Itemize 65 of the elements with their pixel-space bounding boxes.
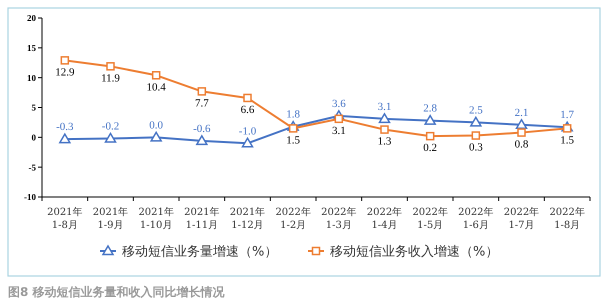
x-tick-label: 2022年 1-4月	[366, 206, 402, 231]
point	[243, 94, 252, 102]
point	[517, 128, 526, 137]
y-tick-label: 15	[27, 42, 36, 53]
x-tick-label: 2022年 1-3月	[321, 206, 357, 231]
point	[150, 132, 162, 142]
y-tick-label: -10	[24, 192, 36, 202]
x-tick-label: 2021年 1-9月	[92, 206, 128, 231]
data-label: 3.1	[332, 124, 346, 137]
y-tick-label: 20	[27, 13, 36, 24]
data-label: 3.1	[378, 100, 392, 113]
x-tick-label: 2022年 1-8月	[549, 206, 585, 231]
x-tick-label: 2021年 1-10月	[138, 206, 174, 231]
data-label: 2.8	[423, 102, 438, 115]
legend-label: 移动短信业务收入增速（%）	[330, 244, 498, 260]
data-label: 7.7	[194, 97, 210, 110]
point	[60, 56, 70, 65]
data-label: 1.3	[378, 136, 392, 148]
point	[152, 71, 160, 80]
data-label: -1.0	[238, 125, 257, 138]
data-label: 1.8	[286, 108, 301, 121]
point	[106, 62, 115, 71]
x-tick-label: 2022年 1-5月	[412, 206, 448, 231]
point	[516, 119, 528, 130]
y-tick-label: 5	[32, 102, 36, 113]
y-tick-label: 10	[27, 72, 36, 83]
data-label: 11.9	[101, 72, 120, 84]
legend-label: 移动短信业务量增速（%）	[122, 244, 278, 260]
data-label: 2.5	[468, 104, 484, 116]
x-tick-label: 2022年 1-6月	[458, 206, 494, 231]
point	[196, 135, 208, 146]
data-label: 1.7	[560, 109, 575, 122]
data-label: 0.2	[423, 142, 438, 154]
point	[242, 138, 254, 148]
data-label: 6.6	[240, 104, 255, 116]
data-label: 10.4	[146, 81, 166, 94]
data-label: 1.5	[560, 134, 575, 146]
data-label: 12.9	[55, 66, 75, 78]
data-label: 0.3	[468, 142, 484, 154]
x-tick-label: 2022年 1-2月	[275, 206, 311, 231]
point	[198, 87, 206, 96]
data-label: -0.6	[193, 122, 212, 135]
x-tick-label: 2022年 1-7月	[504, 206, 540, 231]
data-label: 0.8	[514, 138, 529, 151]
point	[59, 133, 71, 144]
data-label: -0.3	[56, 121, 74, 134]
y-tick-label: -5	[28, 162, 36, 172]
x-tick-label: 2021年 1-8月	[47, 206, 83, 231]
text: 图8 移动短信业务量和收入同比增长情况	[8, 285, 226, 299]
x-tick-label: 2021年 1-12月	[230, 206, 266, 231]
point	[334, 114, 344, 124]
point	[426, 132, 434, 140]
data-label: 1.5	[286, 134, 301, 146]
data-label: -0.2	[102, 120, 120, 133]
data-label: 2.1	[514, 106, 528, 119]
point	[380, 125, 389, 134]
point	[104, 132, 116, 143]
point	[470, 116, 482, 127]
point	[424, 114, 436, 125]
data-label: 3.6	[332, 98, 346, 110]
y-tick-label: 0	[32, 132, 36, 142]
point	[378, 113, 390, 124]
x-tick-label: 2021年 1-11月	[184, 206, 220, 231]
point	[472, 131, 480, 140]
data-label: 0.0	[149, 119, 164, 132]
